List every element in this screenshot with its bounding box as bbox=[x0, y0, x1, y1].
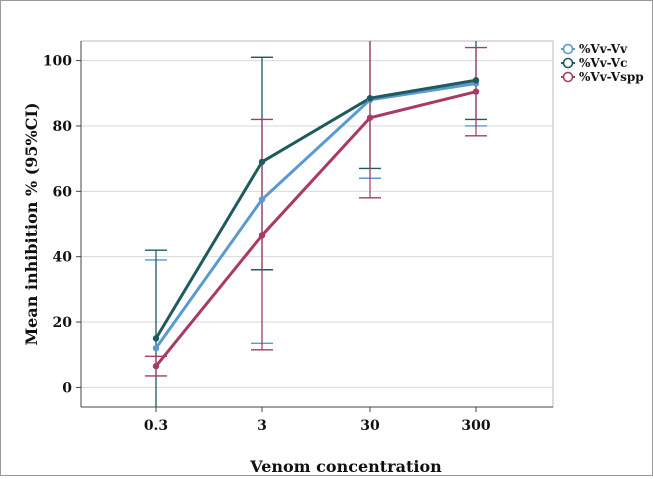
series-line bbox=[154, 81, 477, 350]
data-point bbox=[258, 232, 266, 239]
y-tick-label: 80 bbox=[53, 119, 73, 135]
y-tick-label: 40 bbox=[53, 250, 73, 266]
x-tick-label: 3 bbox=[257, 418, 267, 434]
legend: %Vv-Vv%Vv-Vc%Vv-Vspp bbox=[561, 42, 644, 84]
series-line bbox=[154, 78, 477, 340]
data-point bbox=[258, 196, 266, 203]
x-tick-label: 300 bbox=[461, 418, 490, 434]
data-point bbox=[366, 114, 374, 121]
y-axis: 0 20 40 60 80 100 bbox=[43, 41, 82, 407]
x-tick-label: 0.3 bbox=[144, 418, 168, 434]
data-point bbox=[152, 362, 160, 370]
y-tick-label: 0 bbox=[62, 380, 72, 396]
x-tick-label: 30 bbox=[360, 418, 380, 434]
y-tick-label: 20 bbox=[53, 315, 73, 331]
legend-marker bbox=[562, 71, 574, 83]
legend-label: %Vv-Vc bbox=[579, 56, 627, 70]
y-tick-label: 100 bbox=[43, 54, 72, 70]
data-point bbox=[472, 88, 480, 95]
series-lines bbox=[154, 78, 477, 368]
plot-area bbox=[80, 40, 554, 408]
y-tick-label: 60 bbox=[53, 184, 73, 200]
grid bbox=[81, 60, 553, 388]
legend-marker bbox=[562, 43, 574, 55]
legend-label: %Vv-Vspp bbox=[579, 70, 644, 84]
x-axis-title: Venom concentration bbox=[249, 457, 442, 475]
data-point bbox=[152, 335, 160, 342]
legend-label: %Vv-Vv bbox=[579, 42, 628, 56]
y-axis-title: Mean inhibition % (95%CI) bbox=[22, 102, 41, 345]
data-point bbox=[472, 77, 480, 84]
series-points bbox=[152, 77, 480, 370]
data-point bbox=[258, 158, 266, 166]
series-line bbox=[154, 90, 477, 368]
x-axis: 0.3 3 30 300 bbox=[81, 406, 553, 434]
data-point bbox=[152, 344, 160, 352]
legend-marker bbox=[562, 57, 574, 69]
data-point bbox=[366, 94, 374, 102]
